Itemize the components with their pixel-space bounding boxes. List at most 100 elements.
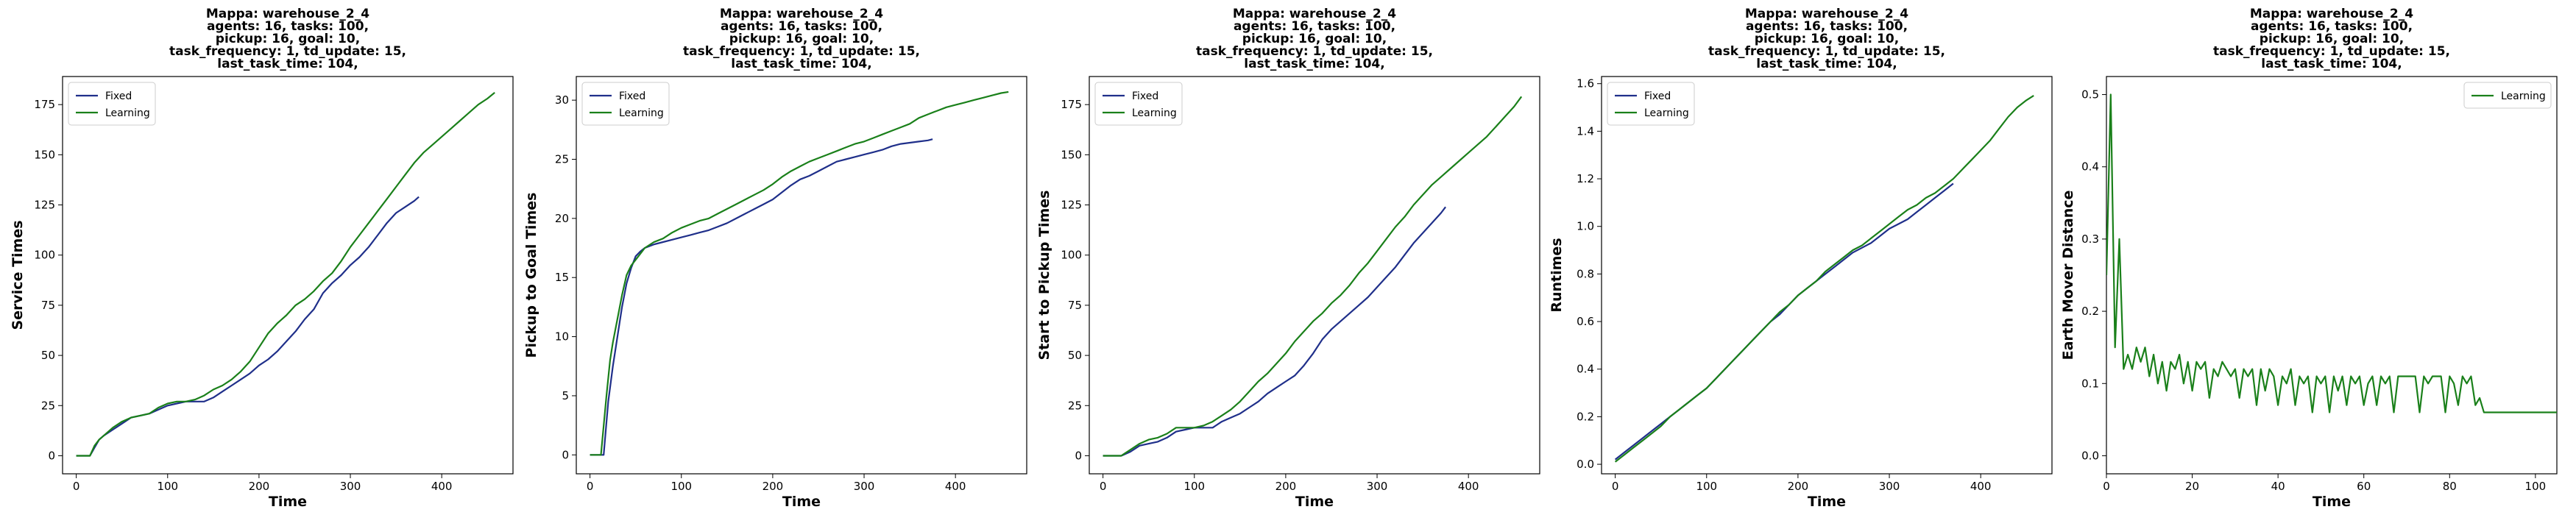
y-tick-label: 0.8: [1577, 267, 1594, 280]
y-tick-label: 10: [555, 330, 569, 344]
legend-label: Learning: [1132, 107, 1177, 119]
chart-title-line: Mappa: warehouse_2_4: [1233, 7, 1396, 21]
y-axis-label: Pickup to Goal Times: [523, 193, 539, 358]
chart-title-line: last_task_time: 104,: [731, 57, 871, 71]
y-tick-label: 0.0: [2081, 449, 2099, 462]
chart-title-line: Mappa: warehouse_2_4: [720, 7, 883, 21]
chart-title-line: agents: 16, tasks: 100,: [1234, 19, 1395, 34]
y-tick-label: 125: [34, 199, 55, 212]
y-tick-label: 100: [1061, 249, 1082, 262]
chart-title-line: agents: 16, tasks: 100,: [721, 19, 882, 34]
legend-label: Learning: [105, 107, 150, 119]
y-axis-label: Earth Mover Distance: [2060, 191, 2076, 360]
y-tick-label: 75: [41, 299, 55, 312]
series-line-learning: [1103, 96, 1523, 457]
y-tick-label: 0.6: [1577, 315, 1594, 328]
x-tick-label: 0: [73, 480, 80, 493]
chart-title-line: last_task_time: 104,: [217, 57, 358, 71]
legend-box: [2463, 82, 2552, 109]
y-tick-label: 150: [1061, 148, 1082, 161]
y-axis-label: Runtimes: [1549, 238, 1565, 312]
chart-title-line: task_frequency: 1, td_update: 15,: [2213, 44, 2450, 59]
y-tick-label: 75: [1068, 299, 1082, 312]
x-tick-label: 40: [2271, 480, 2285, 493]
plot-frame: [1601, 76, 2053, 475]
x-tick-label: 100: [670, 480, 692, 493]
x-tick-label: 300: [854, 480, 875, 493]
x-axis-label: Time: [1808, 494, 1846, 510]
legend-label: Fixed: [105, 90, 132, 102]
chart-title-line: Mappa: warehouse_2_4: [206, 7, 369, 21]
x-tick-label: 0: [587, 480, 594, 493]
x-tick-label: 200: [1788, 480, 1809, 493]
chart-title-line: pickup: 16, goal: 10,: [216, 32, 360, 46]
y-tick-label: 0.0: [1577, 458, 1594, 471]
legend-box: [68, 82, 156, 126]
y-tick-label: 1.4: [1577, 124, 1594, 138]
legend-label: Learning: [1644, 107, 1689, 119]
x-axis-label: Time: [2313, 494, 2351, 510]
legend-box: [1607, 82, 1695, 126]
chart-title-line: pickup: 16, goal: 10,: [1755, 32, 1899, 46]
x-axis-label: Time: [269, 494, 307, 510]
legend-box: [1094, 82, 1183, 126]
y-tick-label: 0: [1075, 449, 1082, 462]
chart-title-line: last_task_time: 104,: [2261, 57, 2402, 71]
series-line-fixed: [1614, 182, 1954, 461]
series-line-learning: [2106, 93, 2557, 413]
chart-title-line: task_frequency: 1, td_update: 15,: [169, 44, 406, 59]
x-tick-label: 200: [1275, 480, 1297, 493]
legend-label: Fixed: [1132, 90, 1158, 102]
legend-label: Learning: [619, 107, 664, 119]
y-tick-label: 50: [1068, 349, 1082, 362]
chart-title-line: last_task_time: 104,: [1756, 57, 1897, 71]
chart-title-line: task_frequency: 1, td_update: 15,: [1708, 44, 1945, 59]
y-tick-label: 0.4: [2081, 160, 2099, 174]
y-tick-label: 15: [555, 271, 569, 284]
x-tick-label: 200: [762, 480, 784, 493]
y-tick-label: 50: [41, 349, 55, 362]
x-tick-label: 0: [2103, 480, 2110, 493]
legend-box: [581, 82, 670, 126]
chart-title-line: last_task_time: 104,: [1244, 57, 1384, 71]
series-line-fixed: [76, 196, 420, 457]
y-tick-label: 100: [34, 249, 55, 262]
x-axis-label: Time: [1295, 494, 1334, 510]
y-tick-label: 0: [562, 448, 569, 461]
x-tick-label: 400: [945, 480, 966, 493]
x-tick-label: 100: [1696, 480, 1717, 493]
x-tick-label: 300: [340, 480, 361, 493]
y-tick-label: 125: [1061, 199, 1082, 212]
y-axis-label: Service Times: [10, 220, 26, 330]
y-tick-label: 1.2: [1577, 172, 1594, 185]
legend-label: Fixed: [1644, 90, 1671, 102]
chart-title-line: pickup: 16, goal: 10,: [729, 32, 874, 46]
y-tick-label: 1.6: [1577, 77, 1594, 90]
chart-title-line: agents: 16, tasks: 100,: [1746, 19, 1908, 34]
y-tick-label: 0.2: [1577, 410, 1594, 423]
plot-frame: [62, 76, 514, 475]
chart-title-line: agents: 16, tasks: 100,: [2251, 19, 2413, 34]
chart-title-line: Mappa: warehouse_2_4: [1745, 7, 1908, 21]
y-tick-label: 0.2: [2081, 305, 2099, 318]
y-tick-label: 25: [41, 399, 55, 412]
legend-label: Learning: [2501, 90, 2546, 102]
chart-title-line: pickup: 16, goal: 10,: [1242, 32, 1387, 46]
x-tick-label: 100: [157, 480, 178, 493]
y-tick-label: 25: [1068, 399, 1082, 412]
y-tick-label: 5: [562, 389, 569, 402]
y-tick-label: 0.5: [2081, 88, 2099, 102]
x-tick-label: 200: [249, 480, 270, 493]
y-tick-label: 0.4: [1577, 363, 1594, 376]
x-tick-label: 400: [1458, 480, 1479, 493]
chart-title-line: Mappa: warehouse_2_4: [2250, 7, 2413, 21]
y-tick-label: 0.1: [2081, 377, 2099, 390]
x-axis-label: Time: [782, 494, 821, 510]
x-tick-label: 300: [1367, 480, 1388, 493]
y-tick-label: 175: [34, 98, 55, 111]
